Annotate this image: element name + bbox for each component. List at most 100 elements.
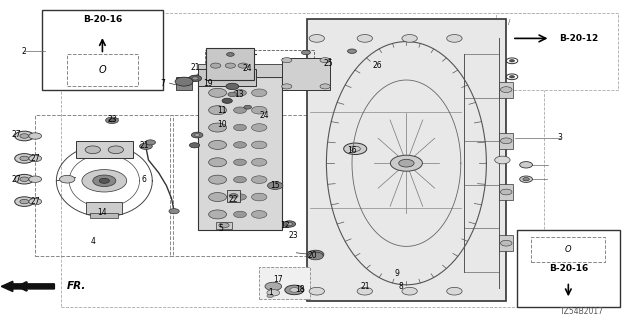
Text: 1: 1 — [268, 288, 273, 297]
Bar — [499, 133, 513, 149]
Text: 4: 4 — [90, 237, 95, 246]
Text: B-20-12: B-20-12 — [559, 34, 599, 43]
Text: 23: 23 — [107, 116, 117, 124]
Circle shape — [20, 156, 29, 161]
Bar — [227, 190, 240, 202]
Circle shape — [209, 106, 227, 115]
Circle shape — [82, 170, 127, 192]
FancyArrow shape — [1, 281, 54, 292]
Bar — [76, 141, 133, 158]
Circle shape — [189, 143, 200, 148]
Circle shape — [320, 58, 330, 63]
Circle shape — [195, 134, 200, 136]
Bar — [86, 202, 122, 214]
Circle shape — [286, 222, 292, 226]
Circle shape — [309, 35, 324, 42]
Circle shape — [228, 92, 237, 97]
Text: 24: 24 — [259, 111, 269, 120]
Circle shape — [238, 63, 248, 68]
Circle shape — [234, 124, 246, 131]
Circle shape — [20, 199, 29, 204]
Bar — [170, 115, 307, 256]
Circle shape — [234, 176, 246, 183]
Circle shape — [20, 134, 29, 138]
Text: 12: 12 — [280, 221, 289, 230]
Circle shape — [20, 177, 29, 181]
Circle shape — [402, 287, 417, 295]
Bar — [282, 58, 330, 90]
Text: 19: 19 — [203, 79, 213, 88]
Bar — [307, 19, 506, 301]
Circle shape — [234, 211, 246, 218]
Circle shape — [285, 285, 304, 295]
Text: 9: 9 — [394, 269, 399, 278]
Circle shape — [252, 176, 267, 183]
Circle shape — [226, 83, 239, 90]
Circle shape — [495, 156, 510, 164]
Circle shape — [234, 142, 246, 148]
Text: 21: 21 — [140, 141, 148, 150]
Bar — [206, 48, 254, 80]
Text: 16: 16 — [347, 146, 357, 155]
Text: 10: 10 — [217, 120, 227, 129]
Circle shape — [175, 77, 193, 86]
Text: 27: 27 — [30, 154, 40, 163]
Circle shape — [191, 132, 203, 138]
Bar — [205, 50, 314, 78]
Text: O: O — [99, 65, 106, 76]
Circle shape — [234, 194, 246, 200]
Bar — [517, 230, 620, 307]
Bar — [42, 10, 163, 90]
Circle shape — [500, 189, 512, 195]
Text: 14: 14 — [97, 208, 108, 217]
Circle shape — [169, 209, 179, 214]
Circle shape — [209, 193, 227, 202]
Text: 21: 21 — [191, 63, 200, 72]
Circle shape — [209, 175, 227, 184]
Text: O: O — [565, 245, 572, 254]
Bar — [61, 13, 544, 307]
Circle shape — [267, 290, 280, 296]
Bar — [499, 184, 513, 200]
Circle shape — [192, 77, 198, 80]
Bar — [496, 13, 618, 90]
Bar — [198, 77, 282, 230]
Circle shape — [15, 174, 34, 184]
Text: 24: 24 — [243, 64, 253, 73]
Circle shape — [145, 140, 156, 145]
Text: 17: 17 — [273, 276, 284, 284]
Circle shape — [209, 210, 227, 219]
Circle shape — [252, 106, 267, 114]
Circle shape — [234, 90, 246, 96]
Bar — [35, 115, 173, 256]
Text: 18: 18 — [295, 285, 304, 294]
Circle shape — [29, 198, 42, 205]
Circle shape — [399, 159, 414, 167]
Circle shape — [252, 89, 267, 97]
Bar — [198, 64, 282, 77]
Circle shape — [348, 49, 356, 53]
Circle shape — [265, 282, 282, 291]
Bar — [67, 54, 138, 86]
Circle shape — [252, 141, 267, 149]
Circle shape — [447, 287, 462, 295]
Text: 5: 5 — [218, 224, 223, 233]
Text: 27: 27 — [11, 175, 21, 184]
Circle shape — [140, 143, 152, 149]
Circle shape — [211, 63, 221, 68]
Circle shape — [29, 133, 42, 139]
Circle shape — [15, 154, 34, 163]
Text: /: / — [508, 20, 510, 25]
Circle shape — [282, 58, 292, 63]
Circle shape — [93, 175, 116, 187]
Circle shape — [29, 155, 42, 162]
Circle shape — [509, 76, 515, 78]
Bar — [198, 69, 256, 86]
Circle shape — [234, 159, 246, 165]
Circle shape — [252, 124, 267, 132]
Text: 23: 23 — [288, 231, 298, 240]
Circle shape — [301, 50, 310, 55]
Circle shape — [189, 75, 202, 82]
Text: 21: 21 — [360, 282, 369, 291]
Circle shape — [15, 131, 34, 141]
